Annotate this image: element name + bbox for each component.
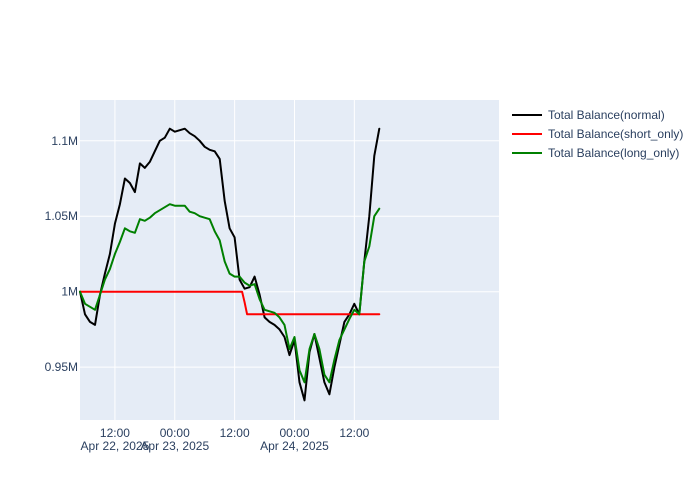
- series-line-1: [79, 290, 381, 316]
- y-tick-label: 1M: [61, 285, 78, 299]
- legend[interactable]: Total Balance(normal) Total Balance(short…: [512, 108, 683, 160]
- x-tick-date-label: Apr 23, 2025: [140, 439, 209, 453]
- legend-label: Total Balance(short_only): [548, 127, 683, 141]
- y-tick-label: 1.05M: [45, 209, 78, 223]
- y-tick-label: 1.1M: [51, 134, 78, 148]
- x-tick-label: 12:00: [339, 426, 369, 440]
- x-tick-date-label: Apr 24, 2025: [260, 439, 329, 453]
- legend-label: Total Balance(normal): [548, 108, 665, 122]
- y-tick-label: 0.95M: [45, 360, 78, 374]
- plot-background: [80, 100, 499, 420]
- x-tick-label: 00:00: [279, 426, 309, 440]
- legend-label: Total Balance(long_only): [548, 146, 679, 160]
- legend-item-2[interactable]: Total Balance(long_only): [512, 146, 679, 160]
- series-layer: [79, 127, 381, 402]
- series-line-2: [79, 203, 381, 384]
- legend-item-1[interactable]: Total Balance(short_only): [512, 127, 683, 141]
- y-axis: 0.95M 1M 1.05M 1.1M: [45, 134, 78, 374]
- x-tick-label: 12:00: [220, 426, 250, 440]
- legend-item-0[interactable]: Total Balance(normal): [512, 108, 665, 122]
- x-tick-date-label: Apr 22, 2025: [81, 439, 150, 453]
- x-tick-label: 00:00: [160, 426, 190, 440]
- x-tick-label: 12:00: [100, 426, 130, 440]
- series-line-0: [79, 127, 381, 402]
